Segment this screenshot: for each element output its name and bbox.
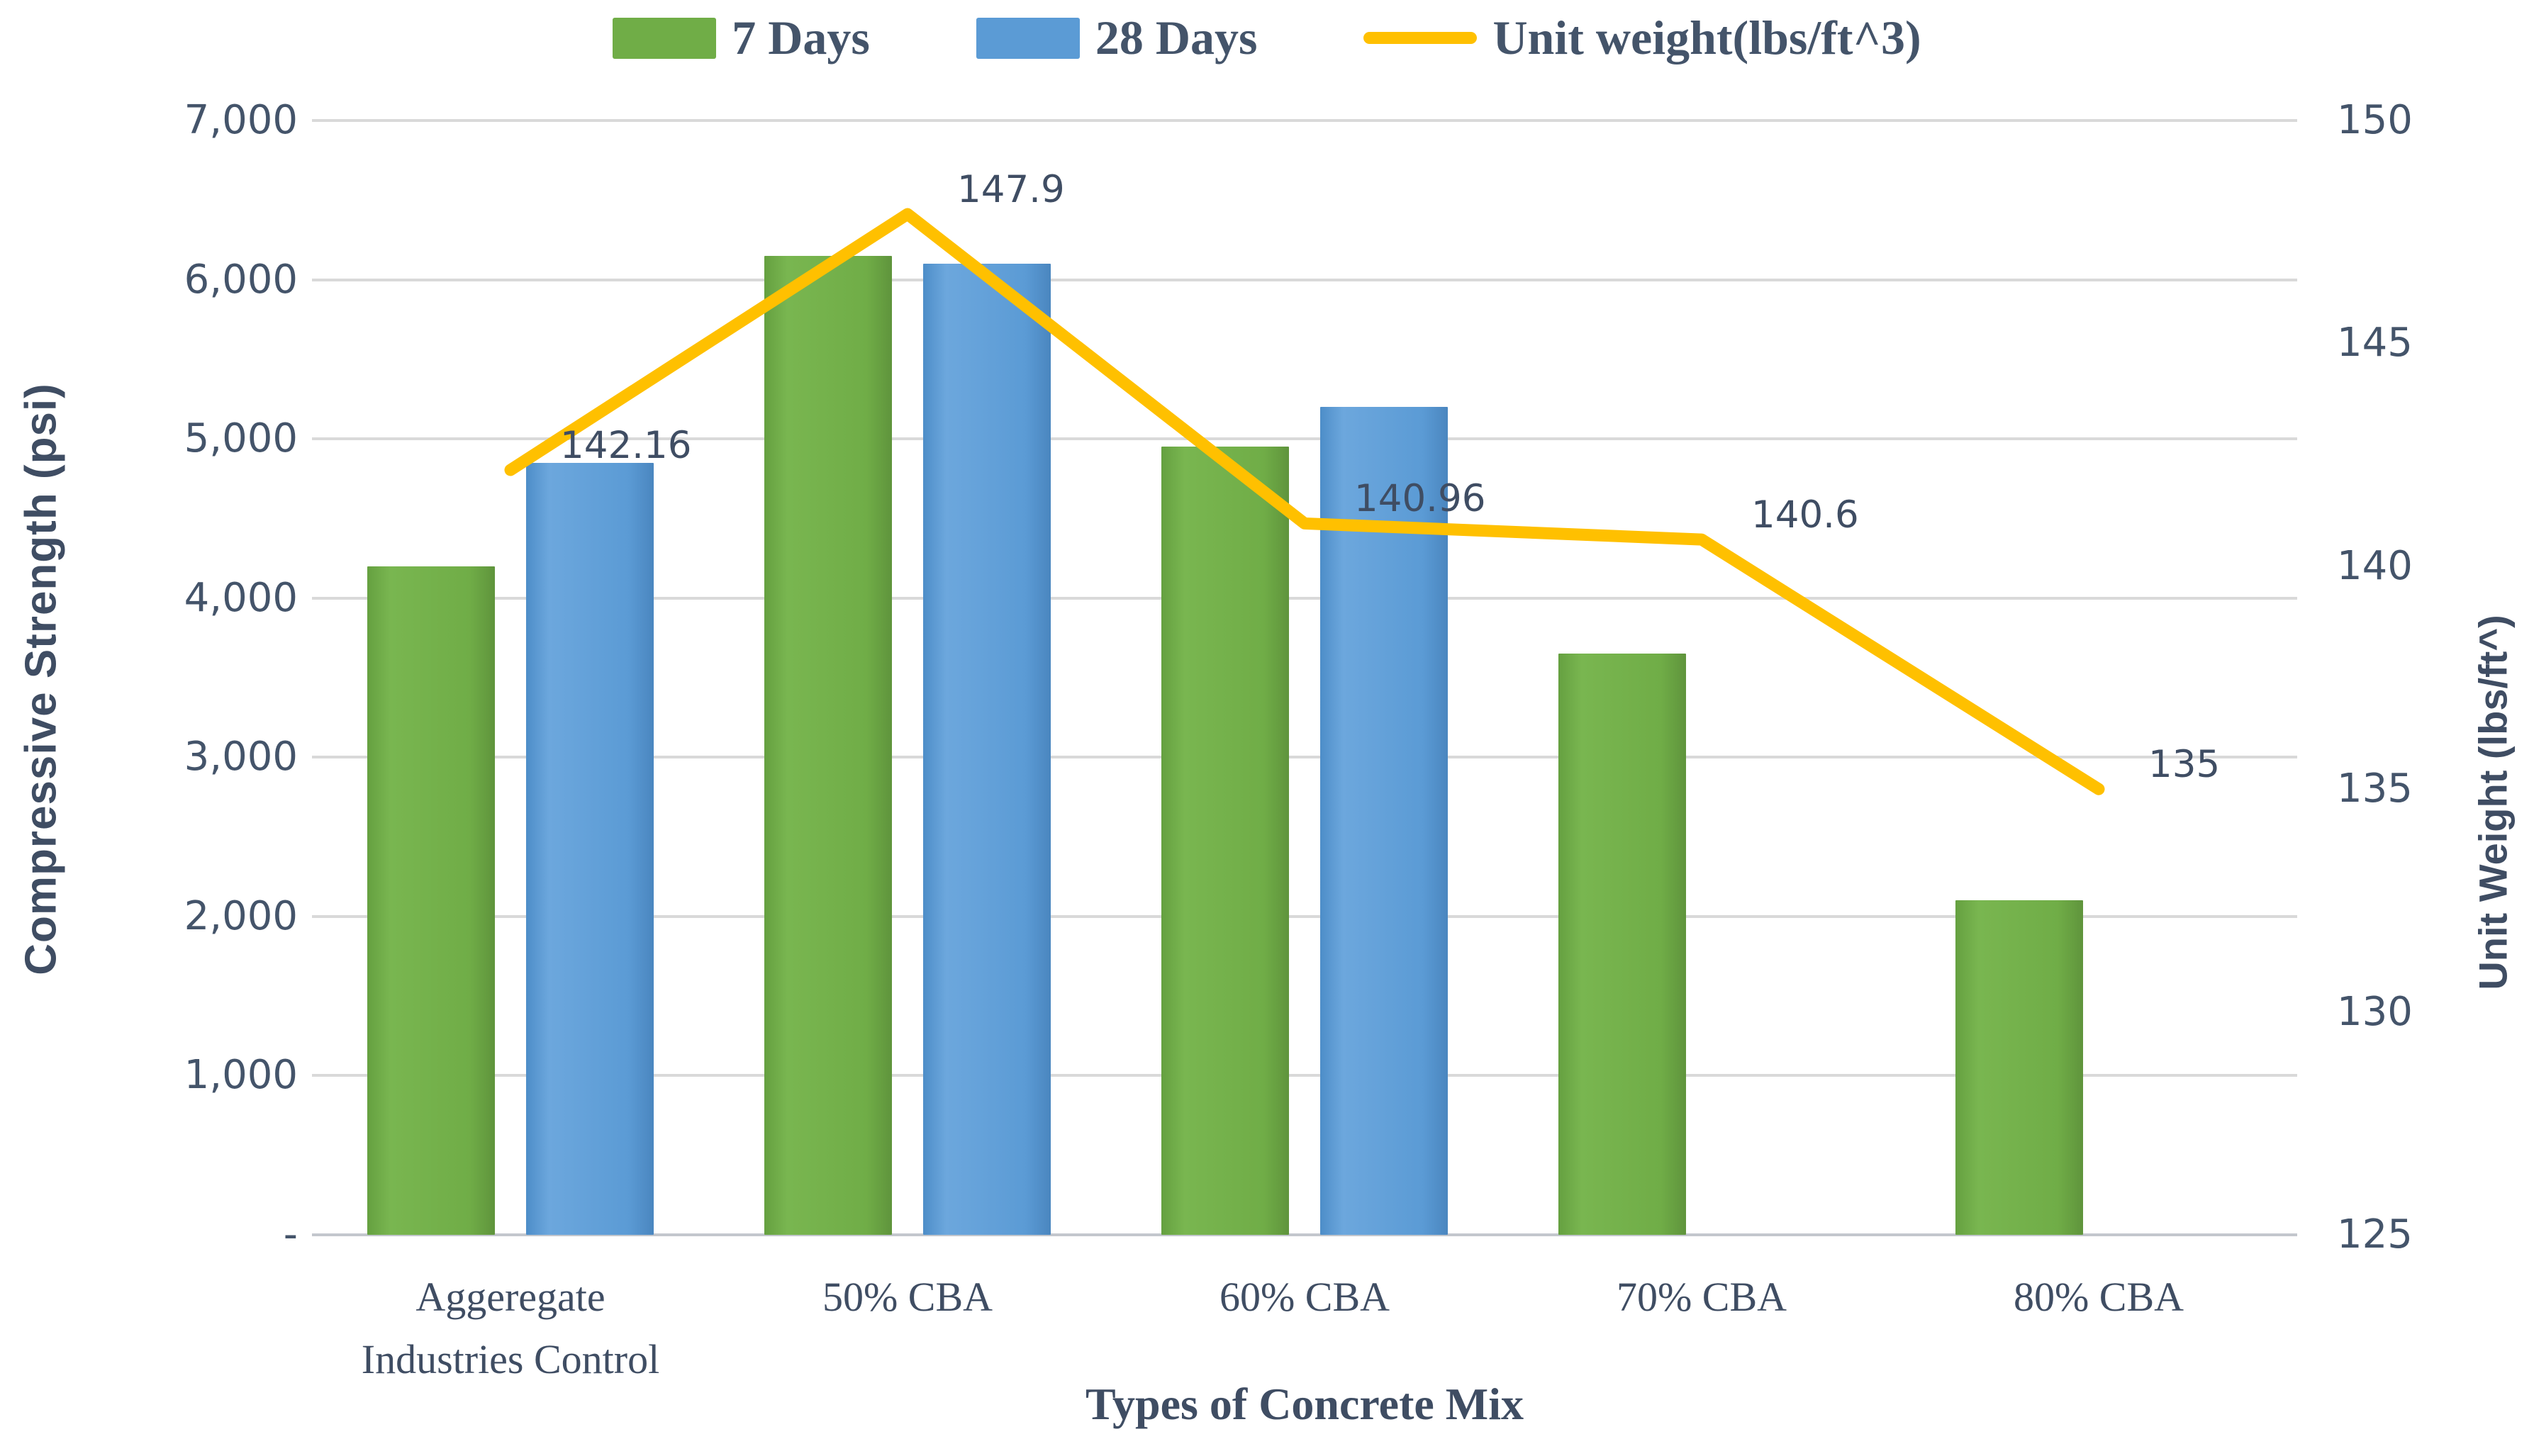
category-label: 60% CBA — [1219, 1274, 1390, 1320]
category-label: Aggeregate Industries Control — [361, 1274, 660, 1382]
left-axis-tick-label: 6,000 — [184, 256, 298, 303]
right-axis-tick-label: 145 — [2337, 320, 2413, 366]
left-axis-tick-label: 1,000 — [184, 1052, 298, 1099]
line-data-label: 142.16 — [560, 423, 692, 467]
right-axis-tick-label: 135 — [2337, 766, 2413, 812]
left-axis-tick-label: 7,000 — [184, 97, 298, 143]
left-axis-tick-label: 4,000 — [184, 574, 298, 621]
left-axis-tick-label: - — [283, 1211, 298, 1258]
legend-item-28-days: 28 Days — [976, 10, 1258, 66]
legend-label: 28 Days — [1095, 11, 1258, 65]
category-label: 70% CBA — [1616, 1274, 1787, 1320]
gridline — [312, 756, 2297, 759]
legend-label: Unit weight(lbs/ft^3) — [1492, 11, 1921, 65]
gridline — [312, 914, 2297, 918]
left-axis-tick-label: 5,000 — [184, 415, 298, 462]
legend-swatch-28-days-icon — [976, 17, 1080, 59]
bar-28-days — [526, 462, 654, 1235]
right-axis-tick-label: 140 — [2337, 542, 2413, 589]
gridline — [312, 437, 2297, 441]
legend-line-swatch-icon — [1363, 32, 1478, 44]
line-data-label: 135 — [2148, 743, 2221, 787]
bar-7-days — [1558, 654, 1686, 1235]
line-data-label: 140.96 — [1354, 477, 1486, 521]
gridline — [312, 1074, 2297, 1077]
left-axis-tick-label: 2,000 — [184, 892, 298, 939]
right-axis-tick-label: 125 — [2337, 1211, 2413, 1258]
category-label: 50% CBA — [822, 1274, 993, 1320]
gridline — [312, 119, 2297, 122]
bar-28-days — [1320, 407, 1448, 1235]
gridline — [312, 278, 2297, 281]
legend-swatch-7-days-icon — [613, 17, 717, 59]
right-axis-tick-label: 150 — [2337, 97, 2413, 143]
x-axis-line — [312, 1233, 2297, 1236]
bar-7-days — [1161, 447, 1289, 1235]
x-axis-title: Types of Concrete Mix — [1085, 1379, 1524, 1429]
bar-7-days — [764, 255, 892, 1235]
bar-28-days — [923, 264, 1051, 1235]
legend: 7 Days 28 Days Unit weight(lbs/ft^3) — [0, 10, 2534, 66]
legend-item-unit-weight: Unit weight(lbs/ft^3) — [1363, 10, 1921, 66]
right-axis-tick-label: 130 — [2337, 988, 2413, 1035]
left-axis-tick-label: 3,000 — [184, 734, 298, 780]
category-label: 80% CBA — [2013, 1274, 2184, 1320]
line-data-label: 147.9 — [957, 168, 1065, 212]
legend-item-7-days: 7 Days — [613, 10, 870, 66]
bar-7-days — [367, 566, 495, 1235]
gridline — [312, 596, 2297, 600]
legend-label: 7 Days — [732, 11, 870, 65]
line-data-label: 140.6 — [1751, 493, 1859, 537]
bar-7-days — [1955, 900, 2083, 1235]
